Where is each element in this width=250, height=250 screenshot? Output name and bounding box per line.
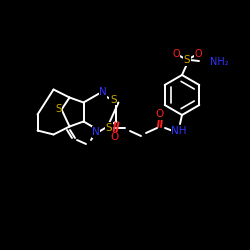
Text: S: S: [184, 55, 190, 65]
Text: O: O: [194, 49, 202, 59]
Text: NH₂: NH₂: [210, 57, 229, 67]
Text: S: S: [55, 104, 62, 115]
Text: O: O: [156, 109, 164, 119]
Text: NH: NH: [171, 126, 187, 136]
Text: O: O: [172, 49, 180, 59]
Text: N: N: [99, 87, 107, 97]
Text: S: S: [106, 123, 112, 133]
Text: S: S: [110, 95, 116, 105]
Text: O: O: [110, 132, 118, 142]
Text: N: N: [92, 127, 100, 137]
